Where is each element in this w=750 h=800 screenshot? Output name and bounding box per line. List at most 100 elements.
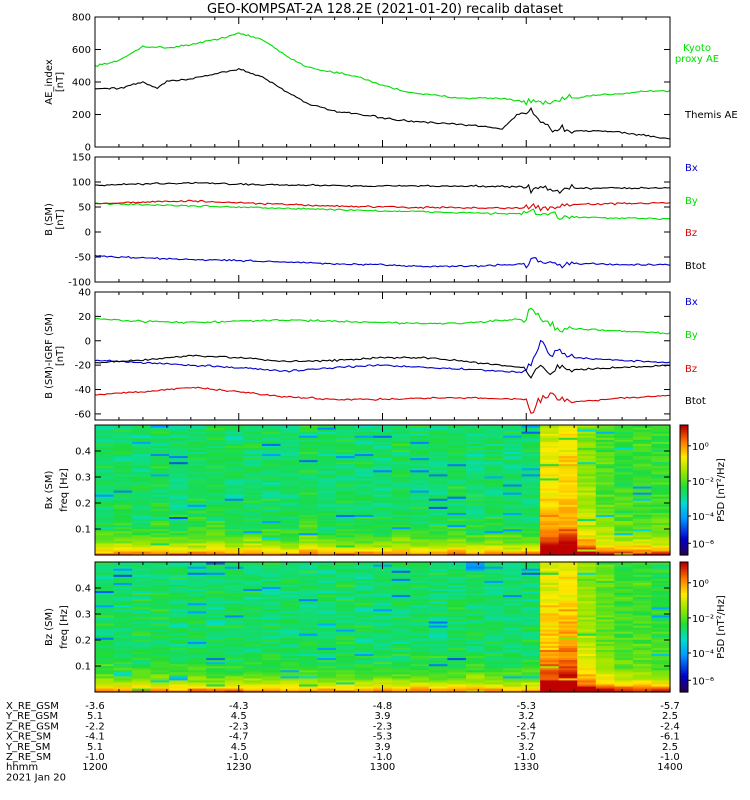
colorbar-cell <box>680 544 688 547</box>
heatmap-cell <box>391 618 411 622</box>
heatmap-cell <box>577 568 597 571</box>
heatmap-cell <box>391 564 411 567</box>
heatmap-cell <box>354 483 374 487</box>
heatmap-cell <box>484 659 504 663</box>
heatmap-cell <box>595 562 615 565</box>
heatmap-cell <box>465 475 486 479</box>
heatmap-cell <box>317 624 337 628</box>
heatmap-cell <box>428 492 449 495</box>
heatmap-cell <box>540 614 560 618</box>
heatmap-cell <box>187 524 207 528</box>
heatmap-cell <box>354 602 374 606</box>
heatmap-cell <box>428 487 449 491</box>
heatmap-cell <box>558 647 578 650</box>
heatmap-cell <box>632 429 653 432</box>
y-tick-label: 50 <box>78 203 91 214</box>
heatmap-cell <box>299 524 319 528</box>
heatmap-cell <box>391 633 411 636</box>
heatmap-cell <box>299 530 319 534</box>
heatmap-cell <box>540 578 560 581</box>
heatmap-cell <box>224 492 244 495</box>
heatmap-cell <box>187 481 207 485</box>
heatmap-cell <box>373 524 393 528</box>
heatmap-cell <box>95 570 115 573</box>
heatmap-cell <box>299 542 319 546</box>
heatmap-cell <box>540 518 560 522</box>
heatmap-cell <box>243 633 263 636</box>
heatmap-cell <box>632 677 653 681</box>
heatmap-cell <box>95 624 115 628</box>
heatmap-cell <box>447 594 467 598</box>
heatmap-cell <box>95 590 115 594</box>
heatmap-cell <box>169 620 189 624</box>
heatmap-cell <box>132 494 152 497</box>
heatmap-cell <box>577 590 597 594</box>
heatmap-cell <box>150 485 170 489</box>
heatmap-cell <box>261 578 282 581</box>
heatmap-cell <box>595 643 615 646</box>
heatmap-cell <box>503 477 523 481</box>
heatmap-cell <box>224 465 244 469</box>
heatmap-cell <box>150 526 170 530</box>
heatmap-cell <box>614 608 634 612</box>
heatmap-cell <box>169 492 189 495</box>
heatmap-cell <box>243 629 263 632</box>
heatmap-cell <box>428 473 449 477</box>
heatmap-cell <box>113 604 133 608</box>
heatmap-cell <box>651 463 671 467</box>
heatmap-cell <box>595 526 615 530</box>
heatmap-cell <box>391 655 411 659</box>
heatmap-cell <box>447 463 467 467</box>
heatmap-cell <box>577 467 597 471</box>
heatmap-cell <box>132 594 152 598</box>
heatmap-cell <box>317 443 337 446</box>
heatmap-cell <box>299 584 319 587</box>
heatmap-cell <box>187 635 207 638</box>
heatmap-cell <box>354 600 374 604</box>
heatmap-cell <box>206 588 226 592</box>
colorbar-label: PSD [nT²/Hz] <box>716 458 727 522</box>
heatmap-cell <box>336 685 356 689</box>
heatmap-cell <box>169 481 189 485</box>
heatmap-cell <box>373 629 393 632</box>
heatmap-cell <box>336 536 356 540</box>
heatmap-cell <box>410 504 430 507</box>
heatmap-cell <box>558 487 578 491</box>
heatmap-cell <box>558 570 578 573</box>
heatmap-cell <box>280 429 300 432</box>
heatmap-cell <box>150 427 170 430</box>
heatmap-cell <box>540 508 560 511</box>
heatmap-cell <box>317 502 337 505</box>
heatmap-cell <box>484 447 504 450</box>
heatmap-cell <box>614 627 634 630</box>
heatmap-cell <box>595 500 615 503</box>
heatmap-cell <box>113 669 133 673</box>
heatmap-cell <box>299 477 319 481</box>
colorbar-cell <box>680 455 688 459</box>
orbit-table: X_RE_GSMY_RE_GSMZ_RE_GSMX_RE_SMY_RE_SMZ_… <box>5 701 683 783</box>
y-tick-label: 0.4 <box>75 447 91 458</box>
heatmap-cell <box>632 562 653 565</box>
heatmap-cell <box>614 425 634 428</box>
heatmap-cell <box>354 530 374 534</box>
heatmap-cell <box>428 498 449 501</box>
heatmap-cell <box>577 471 597 475</box>
heatmap-cell <box>132 439 152 442</box>
heatmap-cell <box>521 455 541 459</box>
heatmap-cell <box>317 552 337 556</box>
heatmap-cell <box>261 616 282 620</box>
heatmap-cell <box>651 471 671 475</box>
heatmap-cell <box>521 524 541 528</box>
heatmap-cell <box>632 443 653 446</box>
heatmap-cell <box>150 528 170 532</box>
heatmap-cell <box>354 431 374 434</box>
heatmap-cell <box>224 451 244 455</box>
heatmap-cell <box>410 665 430 669</box>
heatmap-cell <box>187 536 207 540</box>
heatmap-cell <box>577 431 597 434</box>
heatmap-cell <box>447 608 467 612</box>
heatmap-cell <box>317 629 337 632</box>
heatmap-cell <box>317 586 337 590</box>
heatmap-cell <box>447 534 467 538</box>
heatmap-cell <box>243 661 263 665</box>
